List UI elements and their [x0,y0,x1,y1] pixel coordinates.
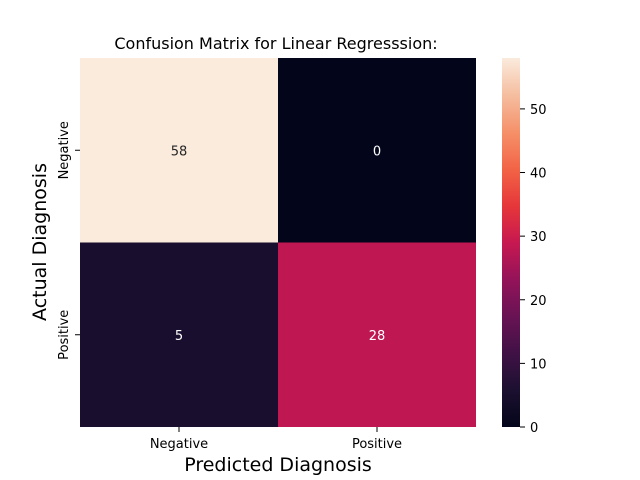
colorbar-tick-label: 50 [530,103,547,118]
heatmap-cell [80,242,278,427]
x-tick-label: Positive [352,437,402,452]
y-axis-ticks: Negative Positive [57,121,80,360]
chart-title: Confusion Matrix for Linear Regresssion: [114,34,437,53]
y-tick-label: Negative [57,121,72,179]
heatmap-cell [278,242,476,427]
cell-value-label: 58 [171,144,188,159]
cell-value-label: 0 [373,144,381,159]
heatmap-cells: 58 0 5 28 [80,58,476,427]
x-axis-label: Predicted Diagnosis [184,454,372,476]
x-axis-ticks: Negative Positive [150,427,402,452]
colorbar-tick-label: 40 [530,167,547,182]
colorbar-tick-label: 0 [530,421,538,436]
colorbar-tick-label: 20 [530,294,547,309]
colorbar [502,58,520,427]
colorbar-tick-label: 10 [530,357,547,372]
heatmap-cell [278,58,476,243]
colorbar-ticks: 0 10 20 30 40 50 [520,103,547,436]
x-tick-label: Negative [150,437,208,452]
y-tick-label: Positive [57,310,72,360]
y-axis-label: Actual Diagnosis [29,163,51,321]
cell-value-label: 28 [369,329,386,344]
heatmap-cell [80,58,278,243]
colorbar-tick-label: 30 [530,230,547,245]
cell-value-label: 5 [175,329,183,344]
